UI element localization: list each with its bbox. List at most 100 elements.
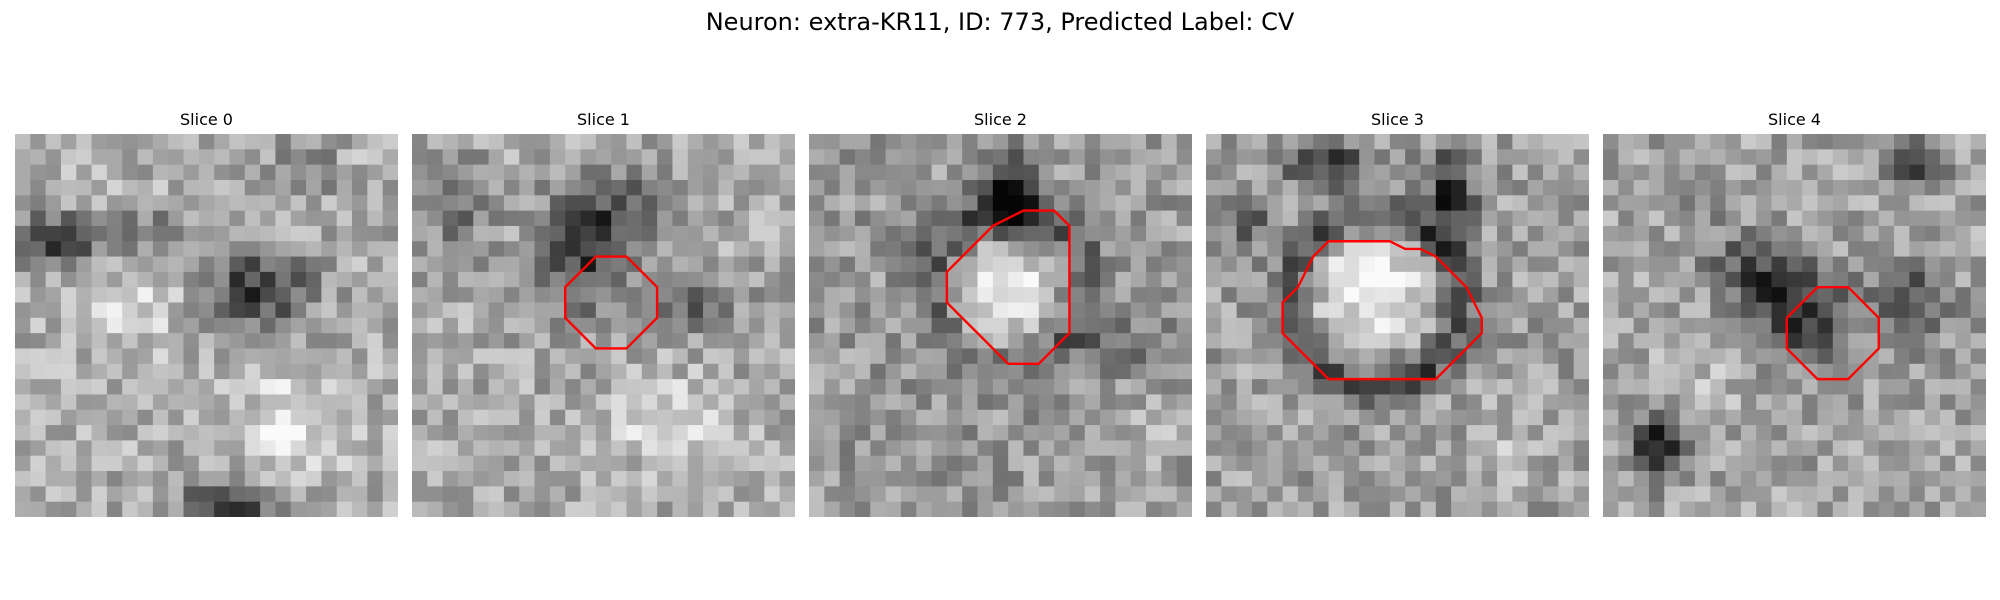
pixel — [718, 486, 735, 503]
pixel — [1374, 164, 1391, 181]
pixel — [1481, 164, 1498, 181]
pixel — [1786, 287, 1803, 303]
pixel — [1740, 409, 1757, 426]
pixel — [1023, 241, 1040, 257]
pixel — [809, 333, 825, 349]
pixel — [611, 271, 627, 288]
pixel — [839, 256, 856, 273]
pixel — [1313, 225, 1329, 242]
pixel — [534, 455, 551, 472]
pixel — [1543, 179, 1559, 196]
pixel — [1664, 210, 1680, 227]
pixel — [916, 394, 932, 411]
pixel — [1297, 195, 1314, 211]
pixel — [1343, 333, 1360, 349]
pixel — [580, 379, 597, 395]
pixel — [60, 333, 77, 349]
pixel — [1115, 348, 1132, 365]
pixel — [1297, 455, 1314, 472]
pixel — [473, 287, 489, 303]
pixel — [809, 195, 825, 211]
pixel — [1297, 149, 1314, 166]
pixel — [1543, 302, 1559, 319]
pixel — [1236, 241, 1253, 257]
pixel — [1512, 501, 1529, 517]
pixel — [1679, 134, 1696, 150]
pixel — [275, 195, 292, 211]
pixel — [1206, 379, 1222, 395]
pixel — [641, 149, 658, 166]
pixel — [1115, 317, 1132, 334]
pixel — [1100, 501, 1116, 517]
pixel — [809, 225, 825, 242]
pixel — [1146, 471, 1162, 487]
pixel — [1389, 195, 1406, 211]
pixel — [1008, 440, 1024, 457]
pixel — [1710, 210, 1726, 227]
pixel — [1130, 164, 1147, 181]
pixel — [183, 287, 200, 303]
pixel — [1297, 333, 1314, 349]
pixel — [1740, 287, 1757, 303]
pixel — [1161, 333, 1178, 349]
pixel — [1512, 455, 1529, 472]
pixel — [1786, 455, 1803, 472]
pixel — [870, 271, 886, 288]
pixel — [1161, 348, 1178, 365]
pixel-grid — [412, 134, 795, 517]
pixel — [137, 179, 154, 196]
pixel — [703, 363, 719, 380]
pixel — [1251, 271, 1268, 288]
pixel — [457, 149, 474, 166]
pixel — [442, 271, 459, 288]
pixel — [611, 164, 627, 181]
pixel — [1466, 271, 1483, 288]
pixel — [1359, 225, 1375, 242]
pixel — [1725, 164, 1742, 181]
pixel — [352, 333, 368, 349]
pixel — [15, 440, 31, 457]
pixel — [1573, 134, 1589, 150]
pixel — [1023, 287, 1040, 303]
pixel — [1054, 440, 1070, 457]
pixel — [1694, 440, 1711, 457]
pixel — [106, 486, 123, 503]
pixel — [457, 164, 474, 181]
pixel — [1282, 241, 1299, 257]
pixel — [1236, 210, 1253, 227]
pixel — [885, 149, 902, 166]
pixel — [1725, 225, 1742, 242]
pixel — [1848, 440, 1864, 457]
pixel — [1558, 210, 1575, 227]
pixel — [1435, 149, 1452, 166]
pixel — [30, 379, 47, 395]
pixel — [1328, 409, 1345, 426]
pixel — [718, 409, 735, 426]
pixel — [60, 149, 77, 166]
pixel — [626, 440, 643, 457]
pixel — [1405, 409, 1421, 426]
pixel — [106, 287, 123, 303]
pixel — [198, 394, 215, 411]
pixel — [1648, 302, 1665, 319]
pixel — [1374, 317, 1391, 334]
pixel — [1282, 409, 1299, 426]
pixel — [1817, 179, 1834, 196]
pixel — [91, 363, 108, 380]
pixel — [152, 256, 169, 273]
pixel — [1313, 195, 1329, 211]
pixel — [1038, 333, 1055, 349]
pixel — [1648, 409, 1665, 426]
pixel — [565, 440, 581, 457]
pixel — [1603, 164, 1619, 181]
pixel — [1359, 379, 1375, 395]
pixel — [1236, 225, 1253, 242]
pixel — [1817, 379, 1834, 395]
pixel — [1694, 271, 1711, 288]
pixel — [1648, 471, 1665, 487]
pixel — [1710, 409, 1726, 426]
pixel — [260, 317, 276, 334]
pixel — [534, 256, 551, 273]
pixel — [1466, 179, 1483, 196]
pixel — [1282, 149, 1299, 166]
